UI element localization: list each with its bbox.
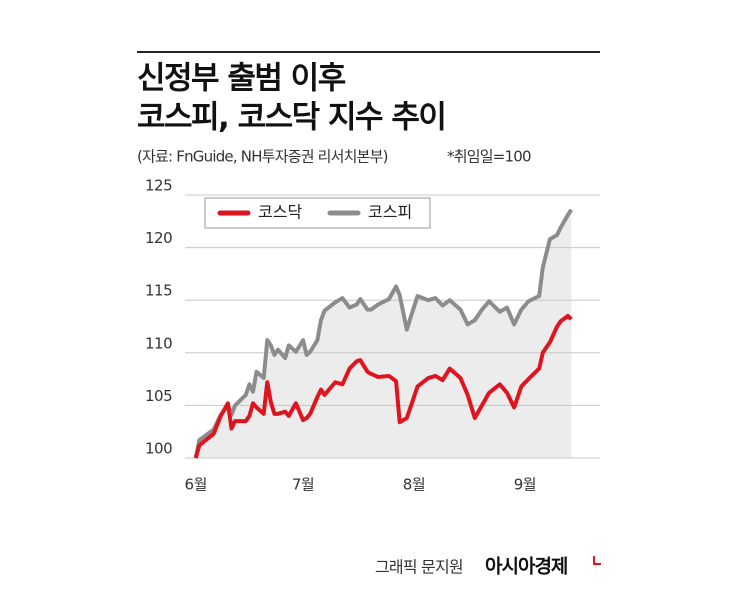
series-line [193,208,574,459]
series-line [193,313,573,459]
y-tick-label: 110 [145,334,172,352]
y-tick-label: 115 [145,282,172,300]
x-tick-label: 8월 [403,476,425,494]
y-tick-label: 120 [145,229,172,247]
note: *취임일=100 [447,148,531,166]
plot: 100 105 110 115 120 125 6월 7월 8월 9월 코스닥 코스피 [145,177,600,494]
y-tick-label: 125 [145,177,172,195]
area [195,209,572,458]
credit: 그래픽 문지원 [375,558,463,577]
legend-label: 코스닥 [258,203,302,222]
y-tick-label: 100 [145,440,172,458]
chart-title: 코스피, 코스닥 지수 추이 [137,100,445,136]
chart-title: 신정부 출범 이후 [137,61,346,97]
x-tick-label: 9월 [514,476,536,494]
x-tick-label: 7월 [292,476,314,494]
y-tick-label: 105 [145,387,172,405]
x-tick-label: 6월 [185,476,207,494]
source: (자료: FnGuide, NH투자증권 리서치본부) [137,148,388,166]
logo-mark [593,556,601,565]
legend-label: 코스피 [368,203,412,222]
publisher: 아시아경제 [485,556,567,578]
